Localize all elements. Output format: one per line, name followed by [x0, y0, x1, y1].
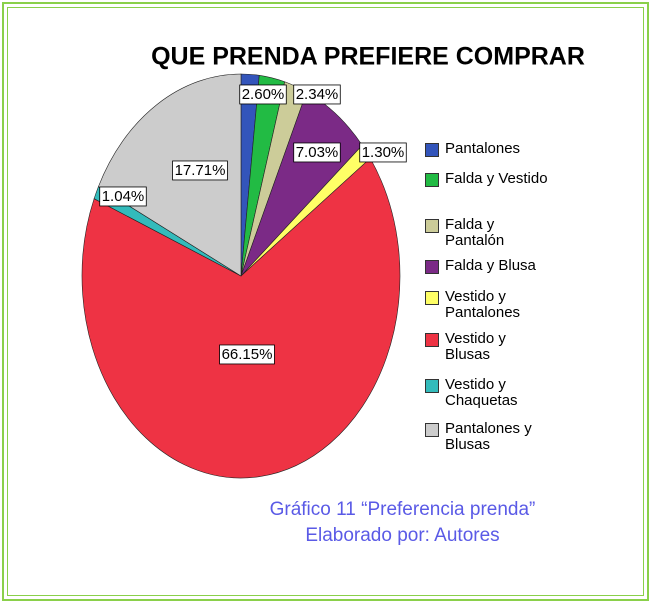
caption: Gráfico 11 “Preferencia prenda” Elaborad…: [269, 499, 536, 546]
legend-label: Falda y Pantalón: [445, 216, 505, 249]
legend-swatch: [425, 379, 439, 393]
data-label-box: [172, 160, 228, 181]
data-label-text: 66.15%: [222, 346, 273, 363]
data-label-box: [219, 344, 275, 365]
data-label-text: 17.71%: [175, 162, 226, 179]
data-label-box: [239, 84, 287, 105]
legend-label: Pantalones: [445, 140, 521, 157]
legend-label: Vestido y Blusas: [445, 330, 506, 363]
data-label: 2.34%: [293, 84, 341, 105]
legend-swatch: [425, 260, 439, 274]
pie-slice: [98, 73, 242, 277]
data-label-box: [359, 142, 407, 163]
data-label: 1.30%: [359, 142, 407, 163]
legend-label: Vestido y Pantalones: [445, 288, 521, 321]
data-label-box: [99, 186, 147, 207]
chart-title: QUE PRENDA PREFIERE COMPRAR: [151, 43, 585, 71]
pie-slice: [81, 157, 401, 479]
data-label-text: 2.60%: [242, 86, 285, 103]
inner-frame: [7, 7, 644, 596]
legend-swatch: [425, 423, 439, 437]
data-label-text: 1.04%: [102, 188, 145, 205]
legend-swatch: [425, 291, 439, 305]
data-label-text: 7.03%: [296, 144, 339, 161]
data-label-box: [293, 84, 341, 105]
legend-swatch: [425, 219, 439, 233]
legend-label: Falda y Blusa: [445, 257, 536, 274]
data-label-text: 2.34%: [296, 86, 339, 103]
data-label: 2.60%: [239, 84, 287, 105]
data-label: 17.71%: [172, 160, 228, 181]
data-label: 66.15%: [219, 344, 275, 365]
legend-swatch: [425, 173, 439, 187]
data-label: 7.03%: [293, 142, 341, 163]
legend-swatch: [425, 333, 439, 347]
legend-label: Vestido y Chaquetas: [445, 376, 518, 409]
data-label: 1.04%: [99, 186, 147, 207]
data-label-text: 1.30%: [362, 144, 405, 161]
legend-swatch: [425, 143, 439, 157]
legend-label: Falda y Vestido: [445, 170, 548, 187]
data-label-box: [293, 142, 341, 163]
legend-label: Pantalones y Blusas: [445, 420, 532, 453]
